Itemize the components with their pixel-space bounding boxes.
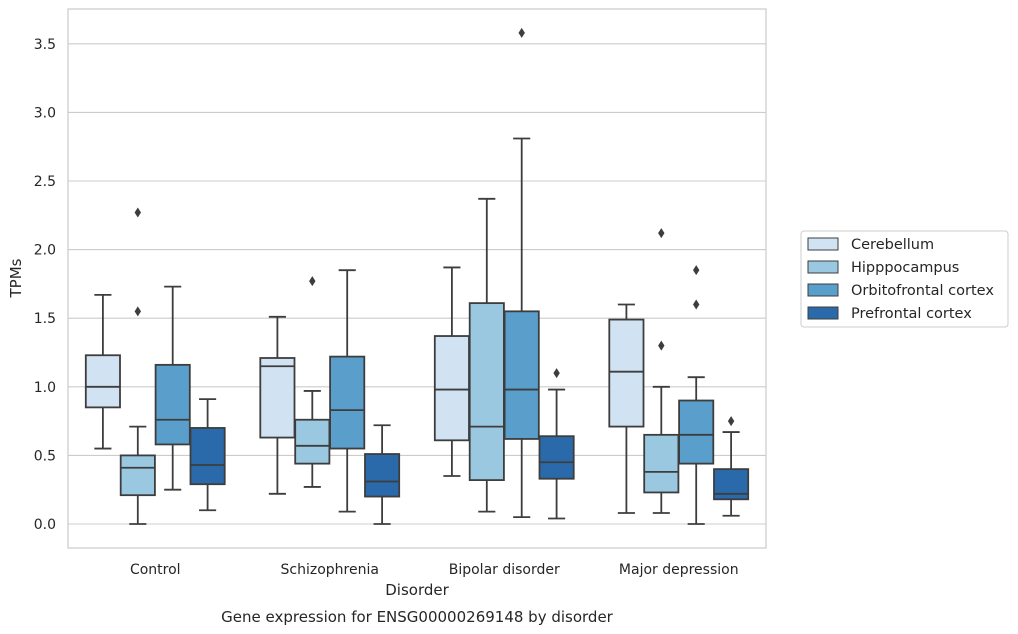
box-0-2 — [154, 285, 191, 491]
x-axis-label: Disorder — [385, 581, 449, 599]
box-iqr — [189, 427, 226, 486]
outlier-marker — [309, 276, 316, 287]
legend-swatch-0 — [807, 237, 839, 251]
box-2-2 — [503, 27, 540, 519]
box-2-3 — [538, 368, 575, 520]
x-tick-label-0: Control — [130, 562, 181, 578]
outlier-marker — [134, 207, 141, 218]
legend-swatch-2 — [807, 283, 839, 297]
legend-swatch-1 — [807, 260, 839, 274]
box-iqr — [643, 433, 680, 494]
legend-label-0: Cerebellum — [851, 237, 934, 253]
box-iqr — [713, 468, 750, 501]
y-tick-label-2: 1.0 — [34, 380, 56, 396]
x-axis-ticks: Control Schizophrenia Bipolar disorder Majo… — [130, 562, 739, 578]
outlier-marker — [553, 368, 560, 379]
box-iqr — [503, 310, 540, 440]
outlier-marker — [658, 340, 665, 351]
box-3-3 — [713, 416, 750, 517]
y-tick-label-3: 1.5 — [34, 311, 56, 327]
box-3-0 — [608, 303, 645, 514]
box-2-1 — [468, 197, 505, 513]
box-iqr — [538, 435, 575, 480]
legend-swatch-3 — [807, 306, 839, 320]
y-tick-label-1: 0.5 — [34, 448, 56, 464]
box-0-1 — [119, 207, 156, 525]
y-tick-label-5: 2.5 — [34, 174, 56, 190]
box-1-3 — [364, 424, 401, 525]
box-iqr — [329, 355, 366, 450]
outlier-marker — [693, 299, 700, 310]
legend-frame — [800, 230, 1009, 328]
chart-caption: Gene expression for ENSG00000269148 by d… — [221, 608, 614, 626]
box-iqr — [364, 453, 401, 498]
box-3-1 — [643, 228, 680, 514]
box-1-1 — [294, 276, 331, 488]
y-tick-label-6: 3.0 — [34, 105, 56, 121]
outlier-marker — [727, 416, 735, 427]
box-iqr — [608, 318, 645, 428]
legend-label-2: Orbitofrontal cortex — [851, 283, 994, 299]
box-0-3 — [189, 398, 226, 512]
x-tick-label-3: Major depression — [619, 562, 739, 578]
box-1-0 — [259, 315, 296, 495]
box-iqr — [154, 363, 191, 446]
box-1-2 — [329, 269, 366, 513]
box-iqr — [468, 302, 505, 481]
box-3-2 — [678, 265, 715, 525]
box-iqr — [433, 335, 470, 442]
box-iqr — [84, 354, 121, 409]
legend: Cerebellum Hipppocampus Orbitofrontal cort… — [800, 230, 1009, 328]
x-tick-label-2: Bipolar disorder — [449, 562, 560, 578]
legend-label-3: Prefrontal cortex — [851, 306, 972, 322]
box-0-0 — [84, 293, 121, 450]
boxes-layer — [84, 27, 750, 525]
outlier-marker — [693, 265, 700, 276]
outlier-marker — [658, 228, 665, 239]
y-axis-label: TPMs — [7, 258, 25, 298]
legend-label-1: Hipppocampus — [851, 260, 959, 276]
y-tick-label-4: 2.0 — [34, 243, 56, 259]
box-iqr — [294, 418, 331, 465]
box-iqr — [119, 454, 156, 497]
y-tick-label-0: 0.0 — [34, 517, 56, 533]
box-iqr — [678, 399, 715, 465]
y-tick-label-7: 3.5 — [34, 37, 56, 53]
outlier-marker — [134, 306, 141, 317]
box-iqr — [259, 357, 296, 439]
y-axis-ticks: 0.0 0.5 1.0 1.5 2.0 2.5 3.0 3.5 — [34, 37, 56, 533]
outlier-marker — [518, 27, 525, 38]
x-tick-label-1: Schizophrenia — [281, 562, 379, 578]
plot-frame — [67, 8, 767, 549]
